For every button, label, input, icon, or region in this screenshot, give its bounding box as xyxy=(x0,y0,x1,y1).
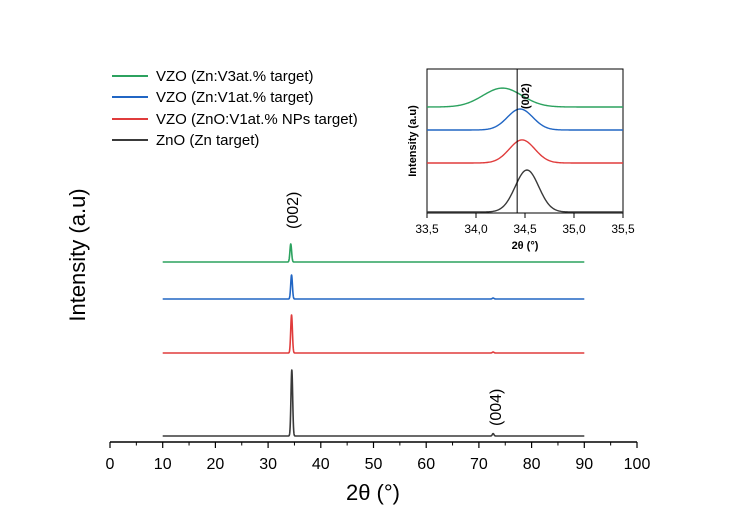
y-axis-label: Intensity (a.u) xyxy=(65,188,90,321)
main-series-line-4 xyxy=(162,369,585,437)
annotation-004: (004) xyxy=(488,389,505,426)
main-x-tick-label: 30 xyxy=(259,456,277,473)
main-x-tick-label: 20 xyxy=(207,456,225,473)
inset-plot: 33,5 34,0 34,5 35,0 35,5 (002) 2θ (°) Intens… xyxy=(407,68,635,252)
main-x-tick-labels: 0 10 20 30 40 50 60 70 80 90 100 xyxy=(106,456,651,473)
main-x-tick-label: 0 xyxy=(106,456,115,473)
inset-series-line-3 xyxy=(427,139,623,164)
legend-label-series-2: VZO (Zn:V1at.% target) xyxy=(156,89,314,106)
legend: VZO (Zn:V3at.% target) VZO (Zn:V1at.% ta… xyxy=(112,68,358,149)
legend-label-series-4: ZnO (Zn target) xyxy=(156,132,259,149)
main-x-tick-label: 60 xyxy=(417,456,435,473)
main-x-tick-label: 80 xyxy=(523,456,541,473)
legend-label-series-1: VZO (Zn:V3at.% target) xyxy=(156,68,314,85)
inset-series-line-1 xyxy=(427,87,623,108)
inset-x-tick-label: 35,5 xyxy=(611,222,635,236)
main-series-line-1 xyxy=(162,243,585,263)
main-x-tick-label: 70 xyxy=(470,456,488,473)
inset-series-group xyxy=(427,87,623,213)
inset-x-tick-label: 35,0 xyxy=(562,222,586,236)
legend-label-series-3: VZO (ZnO:V1at.% NPs target) xyxy=(156,111,358,128)
inset-x-tick-label: 34,5 xyxy=(513,222,537,236)
inset-x-tick-label: 33,5 xyxy=(415,222,439,236)
inset-reference-label: (002) xyxy=(520,83,532,109)
main-x-ticks xyxy=(109,442,638,448)
main-x-tick-label: 40 xyxy=(312,456,330,473)
main-x-tick-label: 90 xyxy=(575,456,593,473)
inset-series-line-2 xyxy=(427,108,623,131)
main-x-tick-label: 50 xyxy=(365,456,383,473)
x-axis-label: 2θ (°) xyxy=(346,480,400,505)
inset-x-tick-labels: 33,5 34,0 34,5 35,0 35,5 xyxy=(415,222,635,236)
main-series-line-2 xyxy=(162,274,585,300)
inset-x-ticks xyxy=(426,213,624,218)
main-x-tick-label: 100 xyxy=(624,456,651,473)
main-series-group xyxy=(162,243,585,437)
main-x-tick-label: 10 xyxy=(154,456,172,473)
main-series-line-3 xyxy=(162,314,585,354)
inset-y-axis-label: Intensity (a.u) xyxy=(407,105,419,177)
inset-series-line-4 xyxy=(427,169,623,213)
inset-x-axis-label: 2θ (°) xyxy=(512,240,539,252)
annotation-002: (002) xyxy=(285,192,302,229)
inset-x-tick-label: 34,0 xyxy=(464,222,488,236)
